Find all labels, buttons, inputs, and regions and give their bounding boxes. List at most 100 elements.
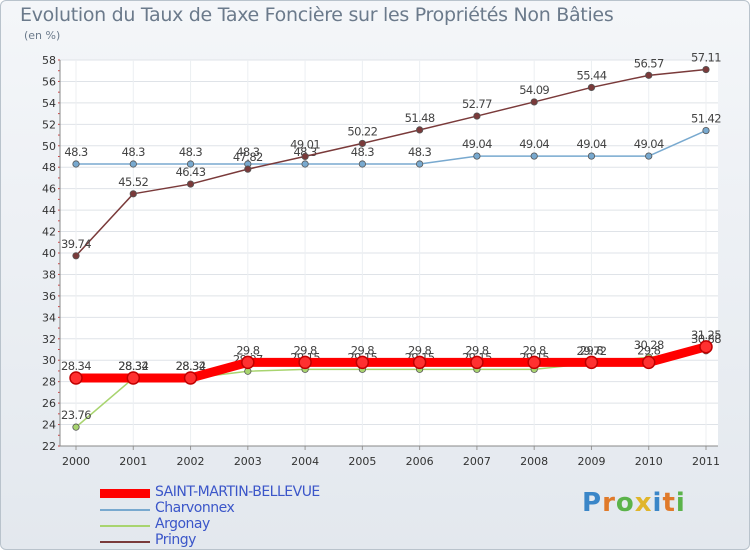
data-point-charvonnex (129, 160, 137, 168)
data-label-saint-martin-bellevue: 29.8 (465, 343, 488, 357)
data-point-saint-martin-bellevue (470, 355, 484, 370)
data-point-saint-martin-bellevue (699, 340, 713, 354)
data-label-pringy: 54.09 (519, 83, 549, 97)
data-label-charvonnex: 48.3 (122, 145, 145, 159)
legend-label: Charvonnex (155, 500, 235, 516)
data-point-charvonnex (72, 160, 80, 168)
data-label-pringy: 46.43 (176, 165, 206, 179)
logo-letter: P (582, 488, 603, 518)
data-point-pringy (645, 71, 653, 79)
y-tick-label: 36 (42, 290, 56, 303)
data-label-saint-martin-bellevue: 29.8 (580, 343, 603, 357)
data-point-pringy (473, 112, 481, 120)
data-point-pringy (702, 65, 710, 74)
y-tick-label: 30 (42, 354, 56, 367)
data-point-saint-martin-bellevue (412, 355, 427, 370)
data-point-saint-martin-bellevue (641, 355, 656, 370)
data-point-pringy (186, 180, 195, 188)
data-point-saint-martin-bellevue (183, 371, 198, 385)
data-point-saint-martin-bellevue (355, 355, 370, 370)
y-tick-label: 42 (42, 226, 56, 239)
y-tick-label: 46 (42, 183, 56, 196)
x-tick-label: 2000 (62, 455, 90, 468)
series-line-charvonnex (76, 129, 707, 165)
legend-swatch (100, 489, 150, 498)
data-label-pringy: 55.44 (576, 68, 606, 82)
data-label-pringy: 45.52 (118, 175, 148, 189)
y-tick-label: 44 (42, 204, 56, 217)
y-tick-label: 58 (42, 54, 56, 67)
data-point-argonay (72, 423, 80, 431)
x-tick-label: 2006 (406, 455, 434, 468)
logo-letter: r (602, 488, 616, 518)
data-label-charvonnex: 48.3 (351, 145, 374, 159)
data-label-argonay: 23.76 (61, 408, 91, 422)
series-line-saint-martin-bellevue (76, 342, 708, 383)
data-label-saint-martin-bellevue: 29.8 (293, 343, 316, 357)
data-label-saint-martin-bellevue: 28.34 (118, 359, 148, 373)
y-tick-label: 24 (42, 419, 56, 432)
data-point-saint-martin-bellevue (527, 355, 541, 370)
data-label-charvonnex: 49.04 (576, 137, 606, 151)
data-point-pringy (358, 139, 366, 148)
y-tick-label: 32 (42, 333, 56, 346)
data-label-saint-martin-bellevue: 29.8 (637, 343, 660, 357)
data-label-charvonnex: 48.3 (179, 145, 202, 159)
x-tick-label: 2002 (177, 455, 205, 468)
y-tick-label: 34 (42, 311, 56, 324)
y-tick-label: 40 (42, 247, 56, 260)
x-tick-label: 2010 (635, 455, 663, 468)
data-point-charvonnex (186, 160, 195, 168)
data-point-saint-martin-bellevue (241, 355, 255, 370)
data-label-argonay: 28.32 (118, 359, 148, 373)
data-point-pringy (72, 252, 80, 260)
data-label-charvonnex: 48.3 (64, 145, 87, 159)
legend-swatch (100, 525, 150, 527)
y-tick-label: 48 (42, 161, 56, 174)
data-point-pringy (244, 165, 252, 173)
data-label-pringy: 56.57 (634, 56, 664, 70)
data-point-saint-martin-bellevue (69, 371, 83, 385)
data-point-saint-martin-bellevue (126, 371, 141, 385)
data-label-charvonnex: 48.3 (236, 145, 259, 159)
data-label-pringy: 49.01 (290, 137, 320, 151)
data-point-charvonnex (473, 152, 481, 160)
y-tick-label: 52 (42, 118, 56, 131)
data-label-argonay: 30.28 (634, 338, 664, 352)
x-tick-label: 2009 (577, 455, 605, 468)
data-label-charvonnex: 49.04 (634, 137, 664, 151)
data-label-pringy: 47.82 (233, 150, 263, 164)
data-label-charvonnex: 49.04 (462, 137, 492, 151)
data-point-charvonnex (416, 160, 424, 168)
data-label-pringy: 50.22 (347, 124, 377, 138)
logo-letter: i (675, 488, 686, 518)
data-point-saint-martin-bellevue (584, 355, 599, 370)
x-tick-label: 2003 (234, 455, 262, 468)
data-label-pringy: 39.74 (61, 237, 91, 251)
proxiti-logo: Proxiti (582, 488, 686, 518)
data-label-saint-martin-bellevue: 31.25 (691, 328, 721, 342)
x-tick-label: 2008 (520, 455, 548, 468)
x-tick-label: 2004 (291, 455, 319, 468)
data-point-pringy (129, 190, 137, 198)
logo-letter: x (634, 488, 653, 518)
data-point-pringy (530, 98, 538, 106)
logo-letter: o (615, 488, 635, 518)
x-tick-label: 2005 (348, 455, 376, 468)
y-tick-label: 22 (42, 440, 56, 453)
y-tick-label: 26 (42, 397, 56, 410)
data-label-pringy: 57.11 (691, 51, 721, 65)
data-label-saint-martin-bellevue: 29.8 (408, 343, 431, 357)
data-label-saint-martin-bellevue: 28.34 (176, 359, 206, 373)
y-tick-label: 56 (42, 75, 56, 88)
series-line-pringy (75, 68, 707, 257)
data-point-charvonnex (702, 126, 710, 135)
data-label-charvonnex: 51.42 (691, 112, 721, 126)
y-tick-label: 28 (42, 376, 56, 389)
data-label-charvonnex: 49.04 (519, 137, 549, 151)
data-point-saint-martin-bellevue (298, 355, 312, 370)
data-point-charvonnex (358, 160, 366, 168)
data-label-argonay: 28.32 (176, 359, 206, 373)
data-label-pringy: 51.48 (405, 111, 435, 125)
x-tick-label: 2011 (692, 455, 720, 468)
